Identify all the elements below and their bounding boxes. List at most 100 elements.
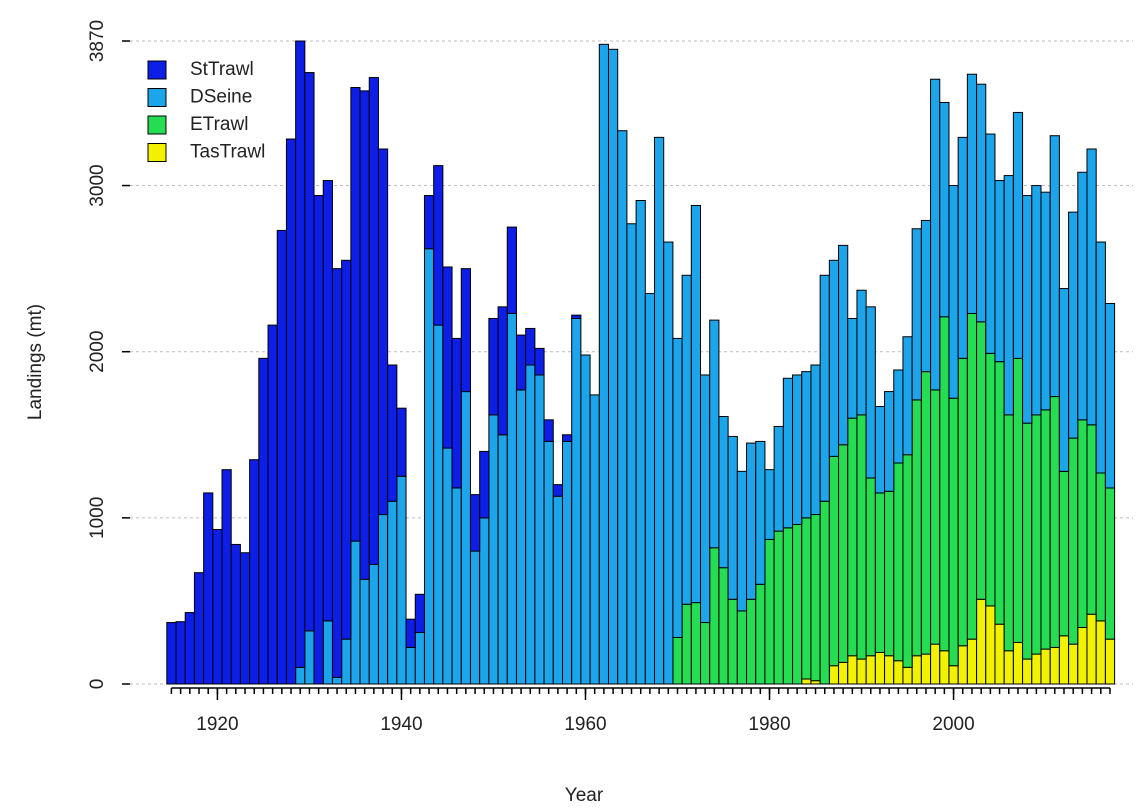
bar-segment [644,293,656,685]
y-tick-label: 0 [87,679,108,690]
bar-segment [727,435,738,600]
bar-segment [387,364,398,502]
legend-swatch [147,143,167,162]
bar-segment [773,530,784,685]
bar-segment [423,248,435,685]
bar-segment [377,514,389,685]
bar-segment [801,517,812,680]
bar-segment [1086,613,1097,685]
bar-segment [552,495,563,685]
bar-segment [902,336,913,456]
bar-segment [838,444,849,663]
bar-segment [377,148,389,516]
bar-segment [893,462,904,662]
legend-swatch [147,115,167,135]
bar-segment [322,620,333,685]
bar-segment [976,598,987,685]
bar-segment [856,658,867,685]
bar-segment [994,180,1005,363]
bar-segment [359,578,370,685]
bar-segment [1077,627,1088,685]
bar-segment [672,337,683,638]
bar-segment [690,602,702,685]
bar-segment [331,268,343,678]
bar-segment [948,397,959,667]
bar-segment [1104,638,1116,685]
bar-segment [1031,414,1042,655]
bar-segment [212,528,223,685]
bar-segment [175,621,186,685]
bar-segment [304,72,315,632]
bar-segment [976,321,987,600]
bar-segment [1049,646,1060,685]
bar-segment [331,676,343,685]
bar-segment [755,440,766,585]
bar-segment [792,523,803,685]
bar-segment [690,204,702,604]
bar-segment [488,317,499,416]
bar-segment [423,195,435,250]
bar-segment [166,622,177,685]
bar-segment [1095,241,1106,474]
bar-segment [571,314,582,319]
legend-label: DSeine [190,87,252,108]
bar-segment [893,369,904,464]
bar-segment [672,636,683,685]
bar-segment [313,195,324,685]
bar-segment [966,73,978,314]
bar-segment [534,347,545,376]
bar-segment [985,133,996,354]
bar-segment [874,651,886,685]
bar-segment [396,407,407,477]
bar-segment [681,274,692,605]
x-tick-label: 1980 [748,714,790,735]
bar-segment [405,646,416,685]
bar-segment [249,459,260,685]
bar-segment [966,638,978,685]
bar-segment [865,655,876,685]
bar-segment [736,470,748,612]
bar-segment [764,469,775,540]
bar-segment [976,83,987,323]
bar-segment [801,678,812,685]
bar-segment [515,334,527,391]
bar-segment [1086,148,1097,426]
bar-segment [810,364,821,516]
bar-segment [718,567,729,685]
bar-segment [681,603,692,685]
y-tick-label: 3000 [87,164,108,206]
bar-segment [773,425,784,532]
bar-segment [304,630,315,685]
bar-segment [663,241,674,685]
x-tick-label: 2000 [932,714,974,735]
bar-segment [819,500,830,685]
bar-segment [819,274,830,502]
bar-segment [736,610,748,685]
bar-segment [893,660,904,685]
bar-segment [957,136,968,359]
bar-segment [1022,658,1033,685]
bar-segment [414,631,425,685]
bar-segment [746,442,757,600]
bar-segment [552,484,563,497]
bar-segment [838,244,849,446]
bar-segment [828,665,840,685]
bar-segment [442,266,453,449]
bar-segment [368,563,379,685]
bar-segment [1077,171,1088,421]
bar-segment [1022,195,1033,424]
bar-segment [295,666,306,685]
bar-segment [626,223,637,685]
bar-segment [709,319,720,549]
bar-segment [203,492,214,685]
bar-segment [1040,409,1051,650]
bar-segment [1086,424,1097,615]
bar-segment [911,399,922,657]
bar-segment [451,337,462,489]
bar-segment [1040,648,1051,685]
bar-segment [396,475,407,685]
bar-segment [515,389,527,685]
bar-segment [267,324,278,685]
bar-segment [239,552,251,685]
